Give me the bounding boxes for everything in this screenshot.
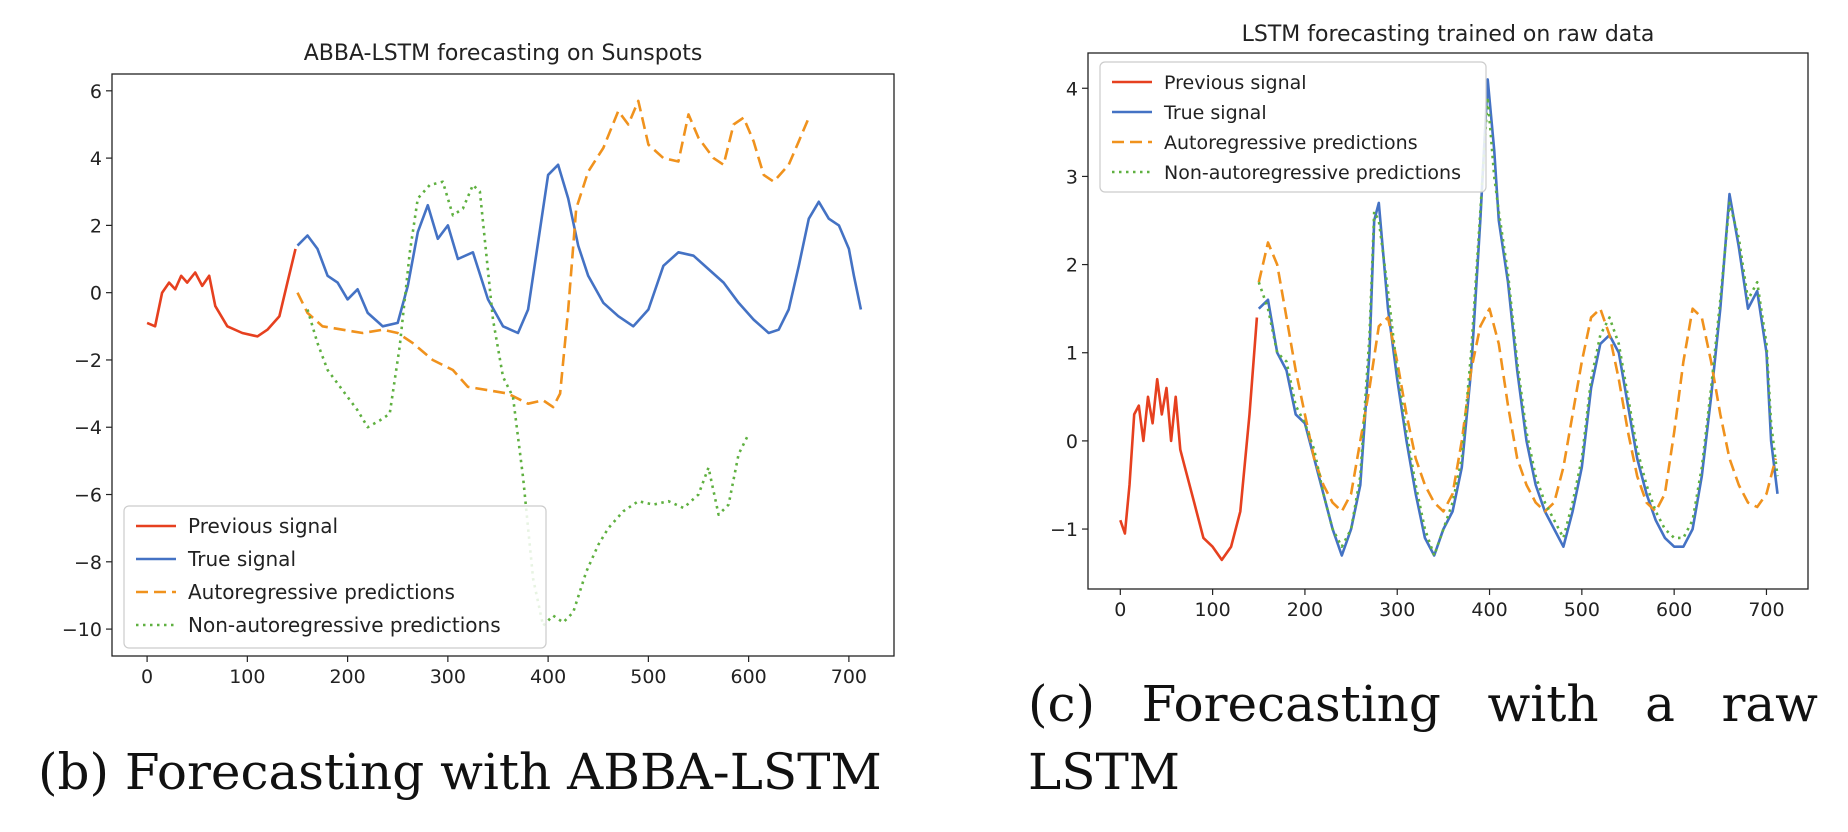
x-tick-label: 500 — [630, 666, 666, 688]
y-tick-label: −2 — [74, 350, 102, 372]
x-tick-label: 400 — [530, 666, 566, 688]
legend-label: Non-autoregressive predictions — [1164, 162, 1461, 184]
x-tick-label: 400 — [1471, 599, 1507, 621]
plot-frame — [111, 73, 895, 657]
legend-label: True signal — [1163, 102, 1267, 124]
legend: Previous signal True signal Autoregressive… — [123, 505, 547, 649]
x-tick-label: 0 — [1114, 599, 1126, 621]
y-tick-label: 2 — [90, 215, 102, 237]
caption-c-line1: (c) Forecasting with a raw — [1028, 672, 1818, 736]
y-tick-label: 4 — [1066, 78, 1078, 100]
series-line-2 — [1257, 241, 1777, 513]
x-tick-label: 500 — [1564, 599, 1600, 621]
x-tick-label: 600 — [1656, 599, 1692, 621]
y-tick-label: 3 — [1066, 166, 1078, 188]
x-tick-label: 100 — [1194, 599, 1230, 621]
caption-c-word: a — [1645, 675, 1675, 733]
series-line-0 — [146, 248, 297, 338]
y-tick-label: −10 — [62, 619, 102, 641]
legend-label: Previous signal — [188, 514, 338, 538]
legend-label: Previous signal — [1164, 72, 1307, 94]
y-tick-label: −6 — [74, 485, 102, 507]
series-line-2 — [296, 99, 810, 409]
x-tick-label: 200 — [1287, 599, 1323, 621]
caption-c-word: Forecasting — [1141, 675, 1441, 733]
y-tick-label: 6 — [90, 81, 102, 103]
caption-b: (b) Forecasting with ABBA-LSTM — [38, 743, 882, 801]
y-tick-label: 0 — [90, 283, 102, 305]
x-tick-label: 200 — [329, 666, 365, 688]
plot-frame — [1087, 52, 1809, 590]
legend-label: Autoregressive predictions — [1164, 132, 1418, 154]
caption-c-word: raw — [1721, 675, 1818, 733]
caption-c-word: with — [1487, 675, 1599, 733]
chart-abba-lstm: ABBA-LSTM forecasting on Sunspots 0 100 200… — [62, 41, 895, 688]
legend-box — [1099, 61, 1487, 193]
legend-label: Non-autoregressive predictions — [188, 613, 501, 637]
y-tick-label: −8 — [74, 552, 102, 574]
legend: Previous signal True signal Autoregressive… — [1099, 61, 1487, 193]
x-tick-label: 0 — [141, 666, 153, 688]
legend-label: True signal — [187, 547, 296, 571]
x-tick-label: 600 — [730, 666, 766, 688]
chart-title: LSTM forecasting trained on raw data — [1242, 22, 1655, 47]
caption-c-word: (c) — [1028, 675, 1096, 733]
x-tick-label: 700 — [831, 666, 867, 688]
y-tick-label: −4 — [74, 417, 102, 439]
series-line-0 — [1119, 317, 1259, 562]
chart-title: ABBA-LSTM forecasting on Sunspots — [304, 41, 703, 66]
series-line-1 — [296, 163, 863, 335]
y-tick-label: 2 — [1066, 255, 1078, 277]
y-tick-label: 0 — [1066, 431, 1078, 453]
series-line-3 — [1257, 95, 1779, 557]
x-tick-label: 100 — [229, 666, 265, 688]
x-tick-label: 300 — [1379, 599, 1415, 621]
series-line-3 — [306, 180, 750, 627]
x-tick-label: 300 — [430, 666, 466, 688]
chart-raw-lstm: LSTM forecasting trained on raw data 0 100… — [1050, 22, 1809, 621]
y-tick-label: −1 — [1050, 519, 1078, 541]
caption-c-line2: LSTM — [1028, 743, 1181, 801]
legend-label: Autoregressive predictions — [188, 580, 455, 604]
x-tick-label: 700 — [1748, 599, 1784, 621]
legend-box — [123, 505, 547, 649]
y-tick-label: 4 — [90, 148, 102, 170]
y-tick-label: 1 — [1066, 343, 1078, 365]
